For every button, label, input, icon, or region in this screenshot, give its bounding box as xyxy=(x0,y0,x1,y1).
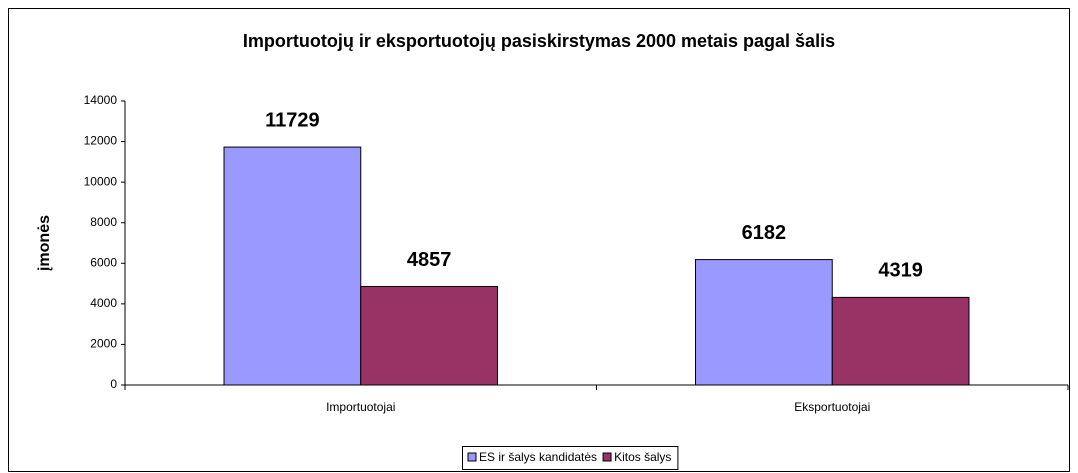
data-label: 6182 xyxy=(742,222,787,244)
y-tick-label: 4000 xyxy=(90,296,117,310)
chart-title: Importuotojų ir eksportuotojų pasiskirst… xyxy=(243,31,835,51)
legend-label: Kitos šalys xyxy=(614,450,671,464)
y-tick-label: 14000 xyxy=(84,93,118,107)
chart-frame xyxy=(8,8,1070,472)
legend-label: ES ir šalys kandidatės xyxy=(479,450,597,464)
y-tick-label: 8000 xyxy=(90,215,117,229)
x-tick-label: Importuotojai xyxy=(326,400,395,414)
data-label: 4857 xyxy=(407,249,452,271)
legend-swatch xyxy=(602,452,612,462)
legend-swatch xyxy=(467,452,477,462)
data-label: 11729 xyxy=(265,109,320,131)
data-label: 4319 xyxy=(878,260,923,282)
y-tick-label: 0 xyxy=(110,377,117,391)
y-tick-label: 12000 xyxy=(84,134,118,148)
y-tick-label: 2000 xyxy=(90,337,117,351)
x-tick-label: Eksportuotojai xyxy=(794,400,870,414)
bar xyxy=(360,285,498,386)
bar xyxy=(831,296,970,386)
bar xyxy=(223,146,362,386)
y-tick-label: 6000 xyxy=(90,255,117,269)
y-axis-label: įmonės xyxy=(36,215,53,271)
legend-box xyxy=(462,446,679,470)
bar xyxy=(695,259,833,386)
y-tick-label: 10000 xyxy=(84,174,118,188)
